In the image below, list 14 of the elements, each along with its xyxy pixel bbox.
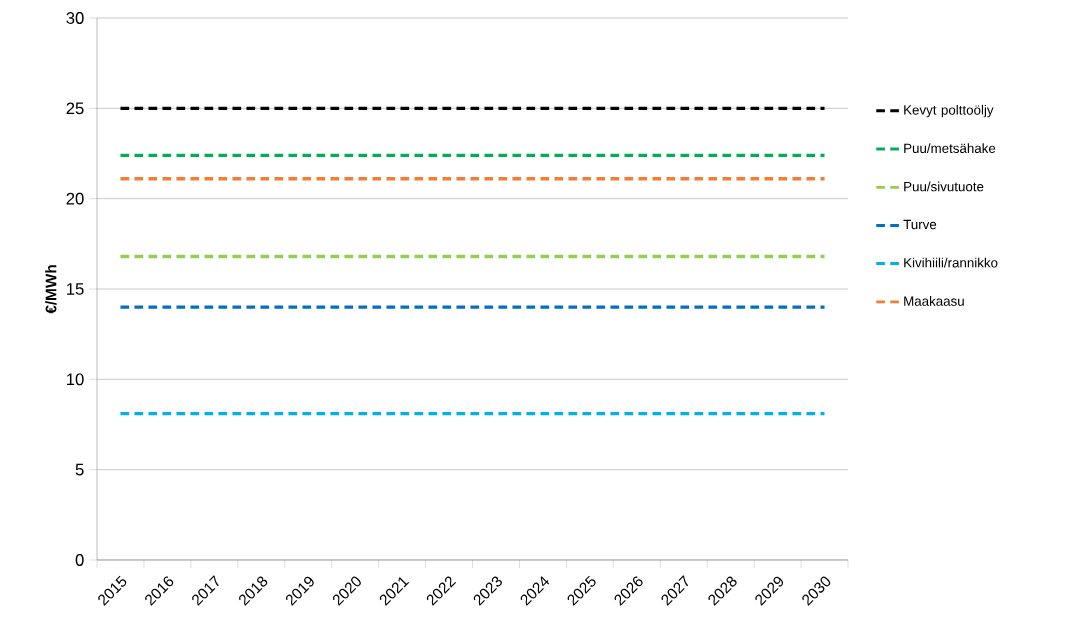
legend-label: Puu/metsähake	[904, 143, 996, 153]
legend-label: Kevyt polttoöljy	[904, 104, 994, 118]
legend-label: Turve	[903, 219, 937, 230]
y-tick-label: 25	[66, 102, 84, 115]
y-tick-label: 10	[67, 373, 84, 386]
legend-label: Puu/sivutuote	[904, 181, 984, 192]
legend-label: Maakaasu	[904, 296, 964, 306]
y-tick-label: 30	[66, 12, 84, 24]
legend-label: Kivihiili/rannikko	[904, 257, 998, 268]
y-tick-label: 20	[66, 192, 84, 205]
y-tick-label: 0	[75, 554, 84, 566]
y-tick-label: 15	[67, 283, 84, 295]
y-tick-label: 5	[75, 463, 84, 476]
y-axis-title: €/MWh	[45, 265, 57, 314]
